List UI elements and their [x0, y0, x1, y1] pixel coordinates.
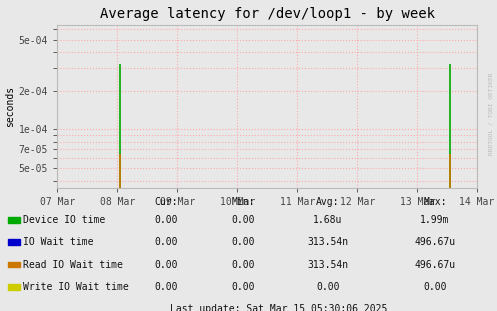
Text: 0.00: 0.00	[232, 260, 255, 270]
Text: 1.99m: 1.99m	[420, 215, 450, 225]
Text: 496.67u: 496.67u	[414, 260, 455, 270]
Text: Cur:: Cur:	[155, 197, 178, 207]
Text: Last update: Sat Mar 15 05:30:06 2025: Last update: Sat Mar 15 05:30:06 2025	[169, 304, 387, 311]
Text: Max:: Max:	[423, 197, 447, 207]
Text: Read IO Wait time: Read IO Wait time	[23, 260, 123, 270]
Text: 0.00: 0.00	[316, 282, 340, 292]
Text: Device IO time: Device IO time	[23, 215, 105, 225]
Text: 496.67u: 496.67u	[414, 237, 455, 247]
Text: 0.00: 0.00	[232, 282, 255, 292]
Text: 0.00: 0.00	[155, 282, 178, 292]
Text: 0.00: 0.00	[155, 215, 178, 225]
Text: 0.00: 0.00	[232, 215, 255, 225]
Text: 313.54n: 313.54n	[308, 237, 348, 247]
Text: 0.00: 0.00	[155, 237, 178, 247]
Text: 0.00: 0.00	[155, 260, 178, 270]
Y-axis label: seconds: seconds	[4, 86, 14, 127]
Text: 0.00: 0.00	[423, 282, 447, 292]
Text: Avg:: Avg:	[316, 197, 340, 207]
Text: RRDTOOL / TOBI OETIKER: RRDTOOL / TOBI OETIKER	[489, 72, 494, 155]
Text: Write IO Wait time: Write IO Wait time	[23, 282, 129, 292]
Title: Average latency for /dev/loop1 - by week: Average latency for /dev/loop1 - by week	[99, 7, 435, 21]
Text: IO Wait time: IO Wait time	[23, 237, 94, 247]
Text: 0.00: 0.00	[232, 237, 255, 247]
Text: Min:: Min:	[232, 197, 255, 207]
Text: 1.68u: 1.68u	[313, 215, 343, 225]
Text: 313.54n: 313.54n	[308, 260, 348, 270]
